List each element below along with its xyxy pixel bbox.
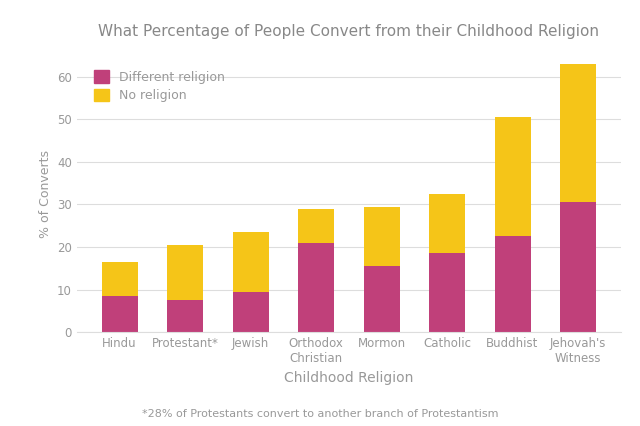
X-axis label: Childhood Religion: Childhood Religion (284, 371, 413, 385)
Bar (298, 209, 334, 243)
Legend: Different religion, No religion: Different religion, No religion (94, 70, 225, 102)
Bar (232, 232, 269, 292)
Bar (167, 300, 203, 332)
Title: What Percentage of People Convert from their Childhood Religion: What Percentage of People Convert from t… (99, 24, 599, 39)
Bar (232, 292, 269, 332)
Bar (102, 262, 138, 296)
Y-axis label: % of Converts: % of Converts (38, 150, 51, 238)
Bar (102, 296, 138, 332)
Bar (429, 194, 465, 253)
Bar (364, 266, 399, 332)
Bar (495, 117, 531, 236)
Bar (429, 253, 465, 332)
Text: *28% of Protestants convert to another branch of Protestantism: *28% of Protestants convert to another b… (141, 409, 499, 420)
Bar (495, 236, 531, 332)
Bar (560, 64, 596, 202)
Bar (364, 207, 399, 266)
Bar (167, 245, 203, 300)
Bar (298, 243, 334, 332)
Bar (560, 202, 596, 332)
